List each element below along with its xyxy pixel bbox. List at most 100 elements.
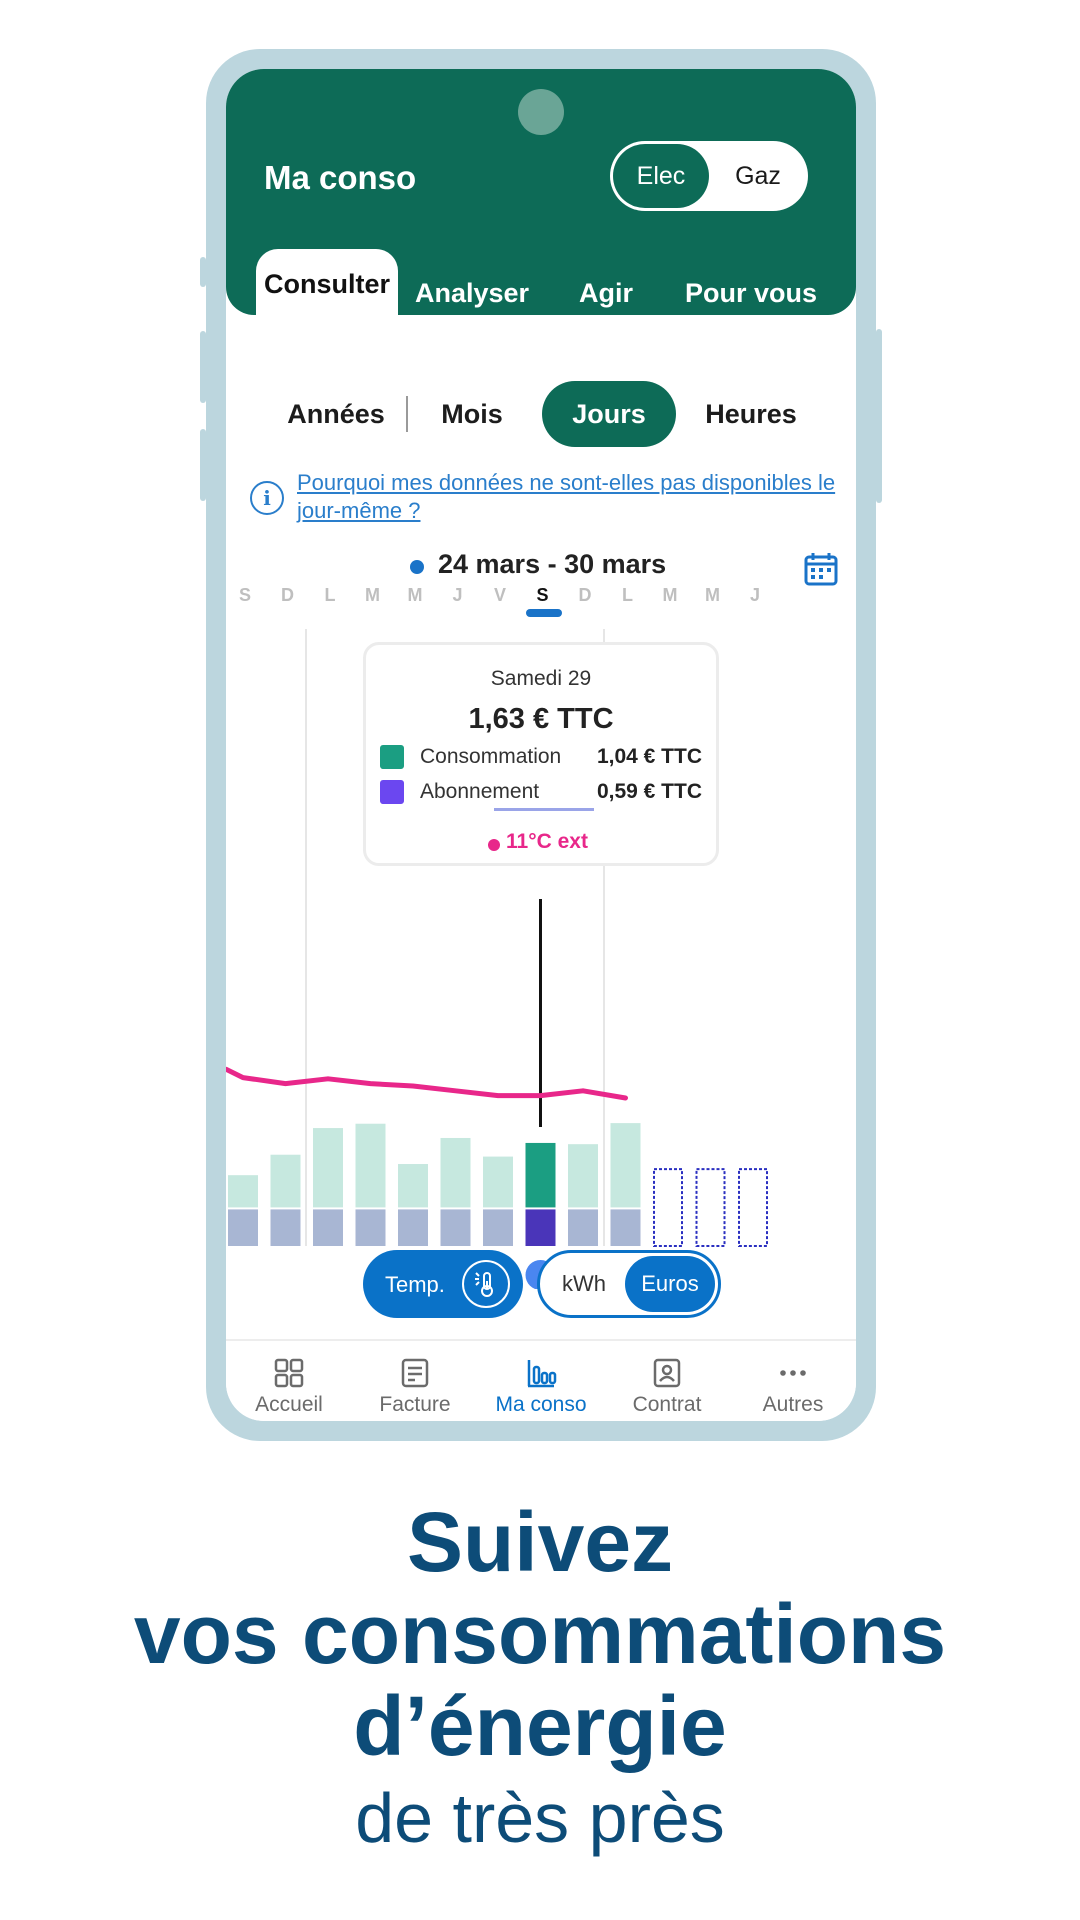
euros-toggle-option[interactable]: Euros: [625, 1256, 715, 1312]
consumption-bar: [483, 1156, 513, 1208]
period-divider: [406, 396, 408, 432]
energy-toggle: Elec Gaz: [610, 141, 808, 211]
subscription-bar: [610, 1209, 641, 1246]
nav-item-facture[interactable]: Facture: [352, 1341, 478, 1421]
day-label[interactable]: D: [578, 585, 592, 605]
subscription-legend-swatch: [380, 780, 404, 804]
nav-label-autres: Autres: [762, 1393, 824, 1416]
day-label[interactable]: L: [324, 585, 336, 605]
selected-day-indicator: [526, 609, 562, 617]
subscription-bar: [313, 1209, 343, 1246]
date-range: 24 mars - 30 mars: [438, 549, 667, 579]
calendar-icon[interactable]: [803, 551, 839, 587]
gaz-toggle-option[interactable]: Gaz: [735, 161, 781, 190]
kwh-toggle-option[interactable]: kWh: [562, 1271, 606, 1296]
subscription-bar: [483, 1209, 513, 1246]
temperature-line: [226, 1066, 628, 1101]
tooltip-divider: [494, 808, 594, 811]
placeholder-bar: [695, 1168, 726, 1247]
invoice-icon: [401, 1358, 429, 1388]
day-tooltip: Samedi 29 1,63 € TTC Consommation 1,04 €…: [363, 642, 719, 866]
period-mois[interactable]: Mois: [441, 398, 503, 429]
period-heures[interactable]: Heures: [705, 398, 797, 429]
day-label[interactable]: D: [281, 585, 294, 605]
subscription-bar: [270, 1209, 301, 1246]
subscription-bar: [398, 1209, 428, 1246]
headline-line-1: Suivez: [406, 1495, 674, 1589]
consumption-bar: [525, 1142, 556, 1208]
tab-consulter[interactable]: Consulter: [256, 249, 398, 319]
subscription-bar: [568, 1209, 598, 1246]
phone-frame: Ma conso Elec Gaz Consulter Analyser Agi…: [200, 49, 882, 1441]
phone-side-button: [200, 331, 206, 403]
data-availability-link[interactable]: Pourquoi mes données ne sont-elles pas d…: [297, 470, 836, 523]
day-label[interactable]: M: [365, 585, 380, 605]
consumption-bar: [270, 1154, 301, 1208]
tab-agir[interactable]: Agir: [579, 277, 633, 308]
day-label[interactable]: S: [238, 585, 251, 605]
thermometer-icon: [462, 1260, 510, 1308]
placeholder-bar: [738, 1168, 768, 1247]
contract-icon: [653, 1358, 681, 1388]
day-label[interactable]: J: [749, 585, 760, 605]
consumption-chart: [226, 629, 768, 1289]
consumption-legend-label: Consommation: [420, 745, 562, 768]
range-dot: [410, 560, 424, 574]
subscription-value: 0,59 € TTC: [596, 780, 702, 803]
headline-line-4: de très près: [355, 1779, 725, 1857]
consumption-bar: [398, 1164, 428, 1208]
day-label[interactable]: L: [622, 585, 633, 605]
phone-side-button: [200, 429, 206, 501]
nav-label-facture: Facture: [379, 1393, 451, 1416]
period-annees[interactable]: Années: [287, 398, 385, 429]
temperature-toggle-label: Temp.: [385, 1272, 445, 1297]
nav-item-ma-conso[interactable]: Ma conso: [478, 1341, 604, 1421]
consumption-bar: [440, 1137, 471, 1208]
subscription-bar: [525, 1209, 556, 1246]
subscription-bar: [228, 1209, 258, 1246]
nav-label-ma-conso: Ma conso: [495, 1393, 587, 1416]
day-label[interactable]: M: [662, 585, 678, 605]
bottom-navigation: Accueil Facture Ma co: [226, 1339, 856, 1421]
headline-line-3: d’énergie: [353, 1679, 727, 1773]
subscription-legend-label: Abonnement: [420, 780, 540, 803]
temperature-toggle-button[interactable]: Temp.: [363, 1250, 523, 1318]
consumption-bar: [313, 1128, 343, 1208]
elec-toggle-option[interactable]: Elec: [613, 144, 709, 208]
day-label[interactable]: J: [452, 585, 463, 605]
nav-item-accueil[interactable]: Accueil: [226, 1341, 352, 1421]
consumption-value: 1,04 € TTC: [596, 745, 702, 768]
consumption-bar: [610, 1123, 641, 1208]
nav-item-contrat[interactable]: Contrat: [604, 1341, 730, 1421]
page-title: Ma conso: [264, 159, 417, 196]
day-label[interactable]: V: [493, 585, 506, 605]
tooltip-temperature: 11°C ext: [506, 830, 588, 853]
grid-icon: [274, 1358, 304, 1388]
subscription-bar: [355, 1209, 386, 1246]
camera-notch: [518, 89, 564, 135]
phone-side-button: [876, 329, 882, 503]
placeholder-bar: [653, 1168, 683, 1247]
consumption-bar: [355, 1123, 386, 1208]
day-label[interactable]: M: [705, 585, 720, 605]
day-label[interactable]: M: [407, 585, 423, 605]
period-jours[interactable]: Jours: [542, 381, 676, 447]
consumption-legend-swatch: [380, 745, 404, 769]
consumption-bar: [228, 1175, 258, 1208]
tab-pour-vous[interactable]: Pour vous: [684, 277, 818, 308]
bar-chart-icon: [527, 1360, 557, 1388]
nav-item-autres[interactable]: Autres: [730, 1341, 856, 1421]
tooltip-date: Samedi 29: [490, 667, 592, 690]
consumption-bar: [568, 1144, 598, 1208]
subscription-bar: [440, 1209, 471, 1246]
day-label[interactable]: S: [536, 585, 549, 605]
phone-side-button: [200, 257, 206, 287]
headline-line-2: vos consommations: [133, 1587, 947, 1681]
unit-toggle: kWh Euros: [537, 1250, 721, 1318]
nav-label-contrat: Contrat: [632, 1393, 702, 1416]
temperature-dot: [488, 839, 500, 851]
more-icon: [780, 1370, 806, 1376]
tab-analyser[interactable]: Analyser: [414, 277, 530, 308]
app-screen: Ma conso Elec Gaz Consulter Analyser Agi…: [226, 69, 856, 1421]
nav-label-accueil: Accueil: [255, 1393, 323, 1416]
